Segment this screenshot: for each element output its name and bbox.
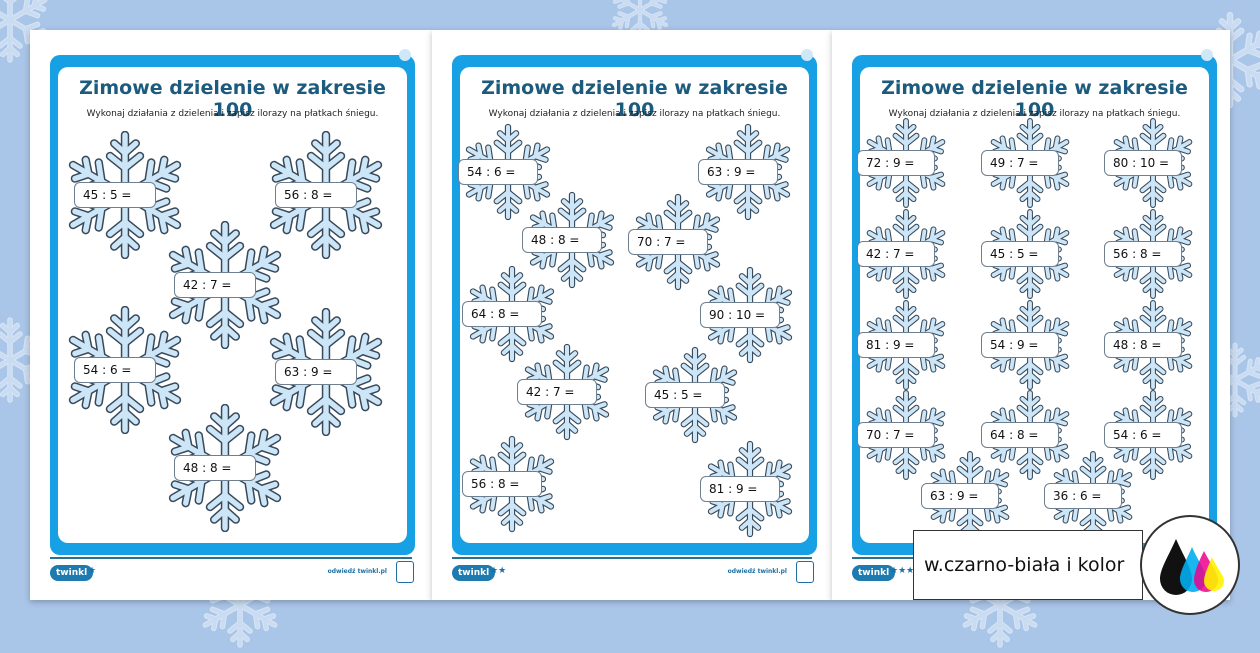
division-equation[interactable]: 56 : 8 = — [275, 182, 357, 208]
division-equation[interactable]: 80 : 10 = — [1104, 150, 1182, 176]
twinkl-logo: twinkl — [50, 565, 94, 581]
division-equation[interactable]: 54 : 9 = — [981, 332, 1059, 358]
color-version-badge: w.czarno-biała i kolor — [913, 530, 1143, 600]
division-equation[interactable]: 42 : 7 = — [517, 379, 597, 405]
division-equation[interactable]: 48 : 8 = — [522, 227, 602, 253]
division-equation[interactable]: 45 : 5 = — [645, 382, 725, 408]
footer-divider — [452, 557, 812, 559]
division-equation[interactable]: 64 : 8 = — [462, 301, 542, 327]
division-equation[interactable]: 56 : 8 = — [1104, 241, 1182, 267]
worksheet-title: Zimowe dzielenie w zakresie 100 — [79, 77, 386, 121]
division-equation[interactable]: 63 : 9 = — [921, 483, 999, 509]
difficulty-stars: ★ — [88, 566, 97, 576]
badge-label: w.czarno-biała i kolor — [924, 554, 1125, 576]
quality-seal-icon — [396, 561, 414, 583]
division-equation[interactable]: 81 : 9 = — [700, 476, 780, 502]
ink-drops-icon — [1140, 515, 1240, 615]
worksheet-page-2: Zimowe dzielenie w zakresie 100 Wykonaj … — [432, 30, 832, 600]
twinkl-logo: twinkl — [852, 565, 896, 581]
footer-url: odwiedź twinkl.pl — [727, 568, 787, 575]
difficulty-stars: ★★★ — [890, 566, 915, 576]
division-equation[interactable]: 45 : 5 = — [74, 182, 156, 208]
worksheet-title: Zimowe dzielenie w zakresie 100 — [481, 77, 788, 121]
division-equation[interactable]: 70 : 7 = — [628, 229, 708, 255]
division-equation[interactable]: 70 : 7 = — [857, 422, 935, 448]
division-equation[interactable]: 48 : 8 = — [1104, 332, 1182, 358]
division-equation[interactable]: 42 : 7 = — [174, 272, 256, 298]
division-equation[interactable]: 64 : 8 = — [981, 422, 1059, 448]
worksheet-instructions: Wykonaj działania z dzielenia i zapisz i… — [86, 109, 379, 119]
division-equation[interactable]: 48 : 8 = — [174, 455, 256, 481]
division-equation[interactable]: 54 : 6 = — [74, 357, 156, 383]
division-equation[interactable]: 36 : 6 = — [1044, 483, 1122, 509]
footer-divider — [50, 557, 412, 559]
worksheet-page-3: Zimowe dzielenie w zakresie 100 Wykonaj … — [832, 30, 1230, 600]
division-equation[interactable]: 63 : 9 = — [698, 159, 778, 185]
quality-seal-icon — [796, 561, 814, 583]
division-equation[interactable]: 56 : 8 = — [462, 471, 542, 497]
frame-dot — [1201, 49, 1213, 61]
worksheet-instructions: Wykonaj działania z dzielenia i zapisz i… — [888, 109, 1181, 119]
division-equation[interactable]: 81 : 9 = — [857, 332, 935, 358]
worksheet-instructions: Wykonaj działania z dzielenia i zapisz i… — [488, 109, 781, 119]
footer-url: odwiedź twinkl.pl — [327, 568, 387, 575]
worksheet-title: Zimowe dzielenie w zakresie 100 — [881, 77, 1188, 121]
division-equation[interactable]: 54 : 6 = — [458, 159, 538, 185]
difficulty-stars: ★★ — [490, 566, 507, 576]
division-equation[interactable]: 72 : 9 = — [857, 150, 935, 176]
division-equation[interactable]: 54 : 6 = — [1104, 422, 1182, 448]
division-equation[interactable]: 49 : 7 = — [981, 150, 1059, 176]
frame-dot — [399, 49, 411, 61]
division-equation[interactable]: 42 : 7 = — [857, 241, 935, 267]
worksheet-page-1: Zimowe dzielenie w zakresie 100 Wykonaj … — [30, 30, 432, 600]
division-equation[interactable]: 90 : 10 = — [700, 302, 780, 328]
division-equation[interactable]: 45 : 5 = — [981, 241, 1059, 267]
division-equation[interactable]: 63 : 9 = — [275, 359, 357, 385]
frame-dot — [801, 49, 813, 61]
twinkl-logo: twinkl — [452, 565, 496, 581]
